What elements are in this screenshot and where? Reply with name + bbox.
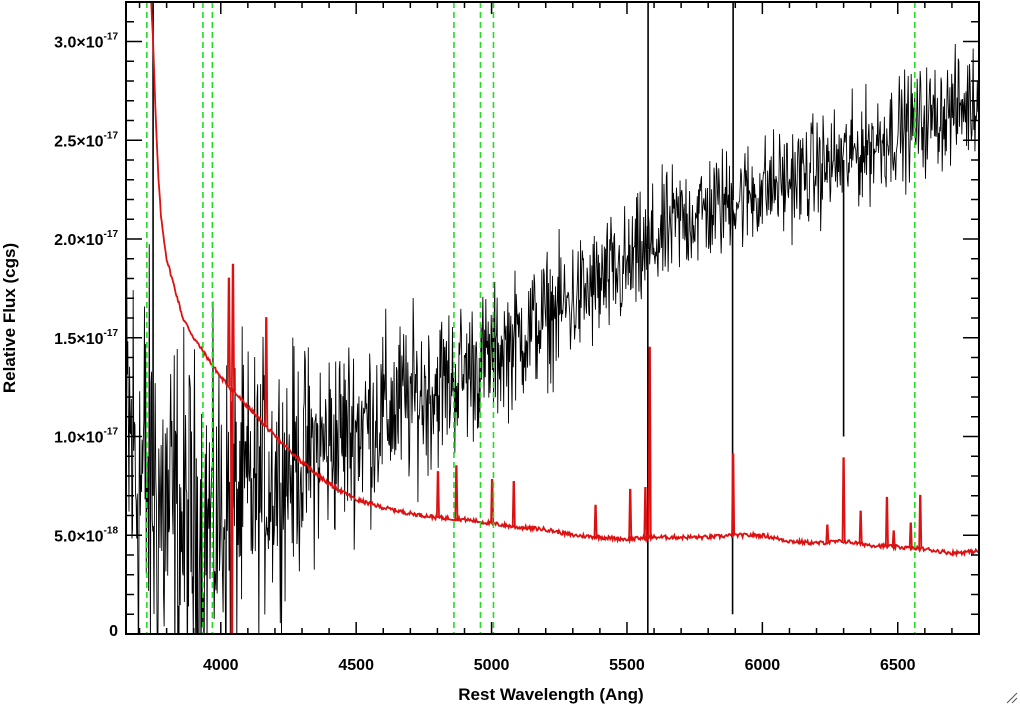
template-emission-line: [858, 510, 863, 544]
template-emission-line: [825, 524, 830, 543]
template-emission-line: [230, 263, 235, 391]
template-emission-line: [435, 471, 440, 518]
y-tick-label: 0: [109, 623, 118, 640]
template-emission-line: [511, 481, 516, 527]
template-emission-line: [643, 486, 648, 538]
axis-ticks: [126, 1, 980, 635]
x-axis-label: Rest Wavelength (Ang): [458, 685, 643, 704]
y-tick-label: 2.0×10-17: [54, 229, 118, 249]
y-tick-labels: 0 5.0×10-18 1.0×10-17 1.5×10-17 2.0×10-17 2.5…: [54, 32, 118, 641]
y-tick-label: 3.0×10-17: [54, 32, 118, 52]
observed-spectrum-line: [126, 43, 979, 634]
template-emission-line: [731, 453, 736, 536]
template-emission-line: [647, 346, 652, 538]
template-spectrum-layer: [150, 2, 979, 634]
x-tick-label: 4500: [338, 657, 374, 674]
template-emission-line: [841, 457, 846, 542]
observed-spectrum-layer: [126, 2, 979, 634]
x-tick-labels: 4000 4500 5000 5500 6000 6500: [203, 657, 916, 674]
x-tick-label: 6500: [880, 657, 916, 674]
reference-lines-layer: [146, 2, 916, 634]
x-tick-label: 6000: [745, 657, 781, 674]
x-tick-label: 5500: [609, 657, 645, 674]
template-emission-line: [264, 317, 269, 428]
y-axis-label: Relative Flux (cgs): [0, 243, 19, 393]
template-emission-line: [454, 465, 459, 519]
y-tick-label: 2.5×10-17: [54, 130, 118, 150]
y-tick-label: 5.0×10-18: [54, 525, 118, 545]
template-emission-line: [490, 479, 495, 524]
template-emission-line: [918, 494, 923, 549]
template-emission-line: [891, 530, 896, 547]
resize-grip-icon[interactable]: [1006, 692, 1018, 704]
x-tick-label: 5000: [474, 657, 510, 674]
y-tick-label: 1.5×10-17: [54, 328, 118, 348]
plot-area: [126, 2, 979, 634]
template-emission-line: [884, 496, 889, 547]
x-tick-label: 4000: [203, 657, 239, 674]
template-emission-line: [229, 389, 234, 634]
template-spectrum-line: [150, 2, 979, 558]
template-emission-line: [908, 522, 913, 549]
template-emission-line: [593, 504, 598, 537]
template-emission-line: [226, 277, 231, 387]
y-tick-label: 1.0×10-17: [54, 427, 118, 447]
template-emission-line: [628, 488, 633, 539]
